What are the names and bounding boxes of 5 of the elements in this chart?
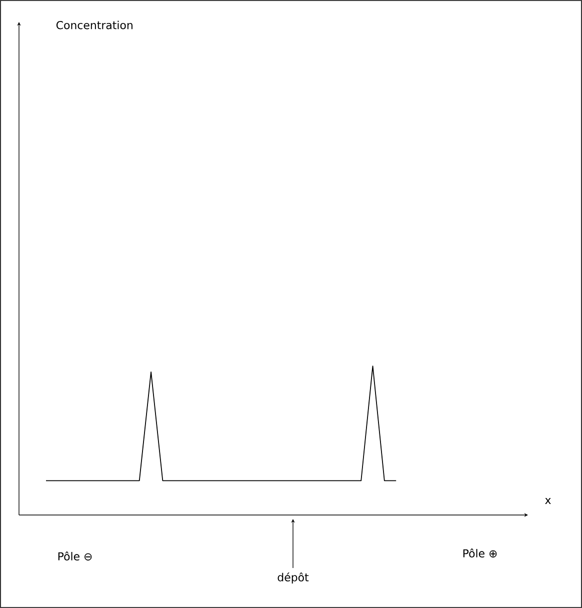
text: dépôt — [278, 572, 309, 584]
text: x — [545, 498, 551, 504]
text: Pôle ⊕ — [463, 548, 497, 558]
text: Concentration — [56, 20, 132, 30]
text: Pôle ⊖ — [58, 552, 92, 560]
